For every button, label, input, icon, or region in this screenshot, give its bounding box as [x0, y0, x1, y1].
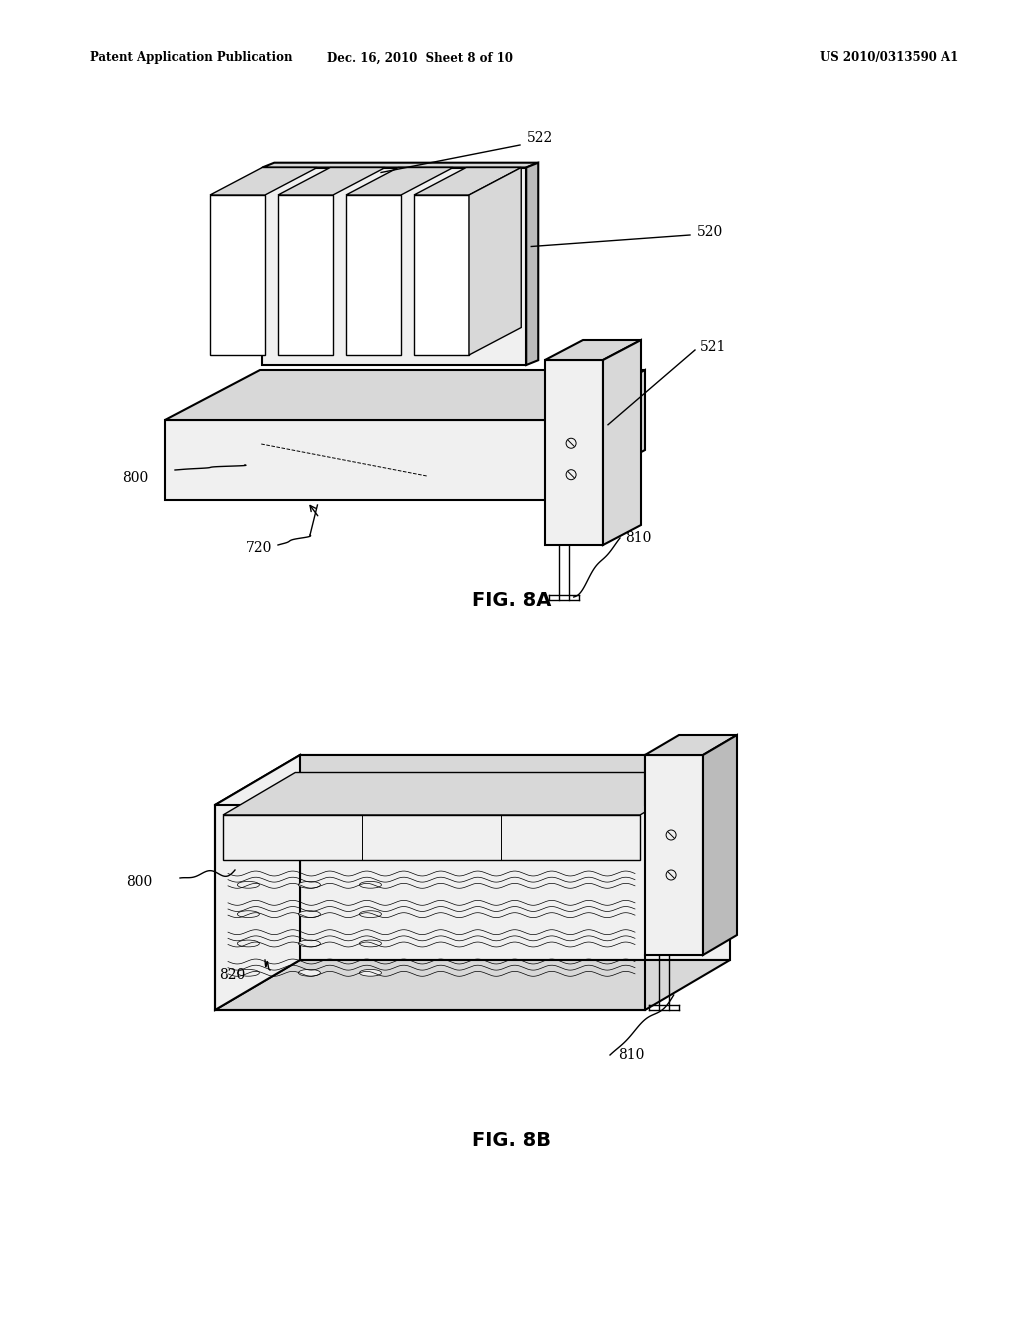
Polygon shape: [545, 360, 603, 545]
Polygon shape: [526, 162, 539, 366]
Text: 521: 521: [700, 341, 726, 354]
Polygon shape: [210, 168, 317, 195]
Polygon shape: [215, 755, 300, 1010]
Polygon shape: [215, 960, 730, 1010]
Polygon shape: [603, 341, 641, 545]
Ellipse shape: [359, 940, 382, 946]
Polygon shape: [645, 735, 737, 755]
Polygon shape: [262, 162, 539, 168]
Text: FIG. 8B: FIG. 8B: [472, 1130, 552, 1150]
Polygon shape: [278, 195, 333, 355]
Polygon shape: [262, 168, 526, 366]
Ellipse shape: [238, 940, 259, 946]
Text: 820: 820: [219, 968, 245, 982]
Polygon shape: [215, 755, 730, 805]
Text: 720: 720: [246, 541, 272, 554]
Ellipse shape: [298, 940, 321, 946]
Ellipse shape: [238, 882, 259, 888]
Ellipse shape: [238, 911, 259, 917]
Polygon shape: [645, 755, 703, 954]
Polygon shape: [346, 168, 454, 195]
Ellipse shape: [238, 969, 259, 977]
Text: 800: 800: [122, 471, 148, 484]
Text: 800: 800: [126, 875, 152, 888]
Polygon shape: [278, 168, 385, 195]
Text: Dec. 16, 2010  Sheet 8 of 10: Dec. 16, 2010 Sheet 8 of 10: [327, 51, 513, 65]
Ellipse shape: [359, 882, 382, 888]
Polygon shape: [223, 814, 640, 861]
Polygon shape: [414, 168, 521, 195]
Text: US 2010/0313590 A1: US 2010/0313590 A1: [820, 51, 958, 65]
Polygon shape: [165, 370, 645, 420]
Text: 520: 520: [697, 224, 723, 239]
Ellipse shape: [298, 969, 321, 977]
Text: Patent Application Publication: Patent Application Publication: [90, 51, 293, 65]
Polygon shape: [545, 341, 641, 360]
Polygon shape: [469, 168, 521, 355]
Text: 522: 522: [527, 131, 553, 145]
Ellipse shape: [359, 969, 382, 977]
Ellipse shape: [298, 882, 321, 888]
Ellipse shape: [359, 911, 382, 917]
Polygon shape: [346, 195, 401, 355]
Ellipse shape: [298, 911, 321, 917]
Text: 810: 810: [625, 531, 651, 545]
Polygon shape: [165, 420, 550, 500]
Polygon shape: [703, 735, 737, 954]
Polygon shape: [210, 195, 265, 355]
Text: 810: 810: [618, 1048, 644, 1063]
Polygon shape: [223, 772, 713, 814]
Polygon shape: [414, 195, 469, 355]
Text: FIG. 8A: FIG. 8A: [472, 590, 552, 610]
Polygon shape: [550, 370, 645, 500]
Polygon shape: [300, 755, 730, 960]
